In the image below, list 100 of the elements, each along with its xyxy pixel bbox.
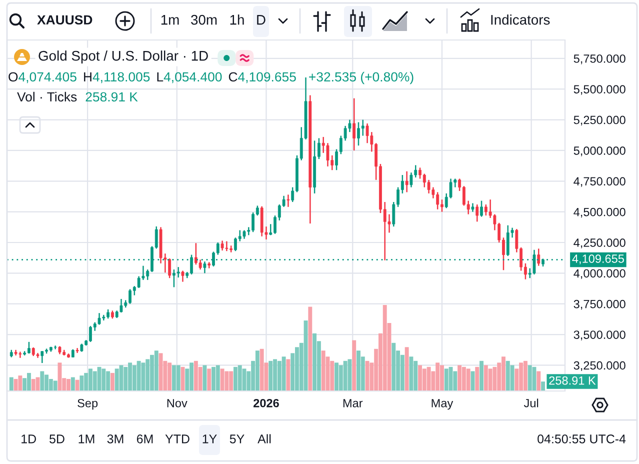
bar: [312, 333, 317, 391]
candlestick: [480, 200, 483, 218]
y-tick-label: 5,750.000: [574, 54, 626, 64]
bar: [158, 353, 163, 391]
text: 1h: [230, 14, 244, 25]
bar: [528, 365, 532, 391]
text: All: [258, 434, 271, 444]
bar: [348, 359, 352, 391]
candlestick: [198, 259, 202, 270]
text: XAUUSD: [37, 15, 92, 25]
annotation: +32.535 (+0.80%): [309, 72, 414, 84]
text: 04:50:55 UTC-4: [538, 434, 626, 444]
bar: [453, 371, 458, 391]
bar: [334, 362, 339, 391]
text: 1Y: [202, 434, 217, 444]
candlestick: [537, 248, 540, 266]
x-tick-label: Mar: [343, 399, 363, 408]
bar: [392, 342, 396, 391]
text: YTD: [165, 434, 190, 444]
x-tick-label: 2026: [254, 398, 279, 408]
bar: [207, 368, 212, 391]
annotation: H4,118.005: [84, 72, 150, 84]
candlestick: [352, 98, 356, 152]
bar: [321, 350, 326, 391]
bar: [330, 360, 334, 391]
y-tick-label: 4,750.000: [574, 177, 626, 187]
bar: [102, 368, 106, 391]
bar: [426, 366, 431, 391]
annotation: 258.91 K: [86, 92, 138, 102]
bar: [382, 305, 387, 391]
bar: [404, 347, 409, 391]
bar: [40, 371, 44, 391]
bar: [466, 368, 470, 391]
y-tick-label: 5,000.000: [574, 146, 626, 156]
bar: [31, 378, 36, 391]
bar: [202, 365, 207, 391]
y-tick-label: 4,500.000: [574, 208, 626, 218]
bar: [541, 382, 546, 391]
bar: [176, 365, 180, 391]
candlestick: [98, 312, 101, 326]
bar: [475, 366, 480, 391]
bar: [260, 348, 264, 391]
bar: [536, 371, 541, 391]
bar: [92, 371, 97, 391]
candlestick: [176, 266, 180, 278]
bar: [124, 366, 128, 391]
candlestick: [168, 258, 172, 279]
text: 6M: [136, 434, 153, 444]
candlestick: [405, 170, 408, 193]
annotation: O4,074.405: [8, 72, 76, 84]
ref-line-label: 4,109.655: [572, 254, 624, 264]
candlestick: [286, 194, 290, 208]
bar: [154, 350, 158, 391]
bar: [216, 365, 220, 391]
text: D: [257, 15, 266, 25]
bar: [365, 360, 370, 391]
bar: [308, 306, 312, 391]
bar: [492, 366, 497, 391]
bar: [510, 365, 514, 391]
bar: [80, 376, 84, 391]
bar: [70, 377, 75, 391]
text: 30m: [191, 14, 217, 25]
bar: [114, 368, 119, 391]
candlestick: [40, 350, 44, 364]
y-tick-label: 3,500.000: [574, 330, 626, 340]
bar: [523, 360, 528, 391]
bar: [75, 380, 80, 391]
bar: [110, 372, 114, 391]
annotation: 258.91 K: [549, 376, 596, 385]
bar: [53, 380, 58, 391]
x-tick-label: Jul: [524, 398, 538, 408]
text: 5Y: [230, 434, 244, 444]
y-tick-label: 4,000.000: [574, 269, 626, 279]
bar: [224, 371, 229, 391]
text: Gold Spot / U.S. Dollar · 1D: [38, 50, 208, 64]
bar: [282, 356, 286, 391]
text: 1m: [161, 15, 179, 25]
candlestick: [410, 172, 413, 188]
bar: [9, 377, 14, 391]
bar: [409, 356, 414, 391]
x-tick-label: Sep: [78, 398, 98, 410]
bar: [286, 359, 290, 391]
candlestick: [54, 344, 57, 350]
bar: [136, 360, 141, 391]
text: 5D: [50, 434, 64, 444]
annotation: Vol · Ticks: [17, 92, 77, 102]
bar: [220, 368, 224, 391]
bar: [26, 372, 31, 391]
bar: [444, 368, 448, 391]
bar: [18, 376, 22, 391]
bar: [480, 360, 484, 391]
bar: [58, 362, 62, 391]
text: 1M: [78, 434, 94, 444]
y-tick-label: 4,250.000: [574, 238, 626, 248]
y-tick-label: 5,500.000: [574, 85, 626, 95]
candlestick: [366, 122, 369, 144]
candlestick: [120, 298, 123, 314]
y-tick-label: 5,250.000: [574, 116, 626, 126]
candlestick: [361, 119, 364, 136]
bar: [238, 365, 242, 391]
